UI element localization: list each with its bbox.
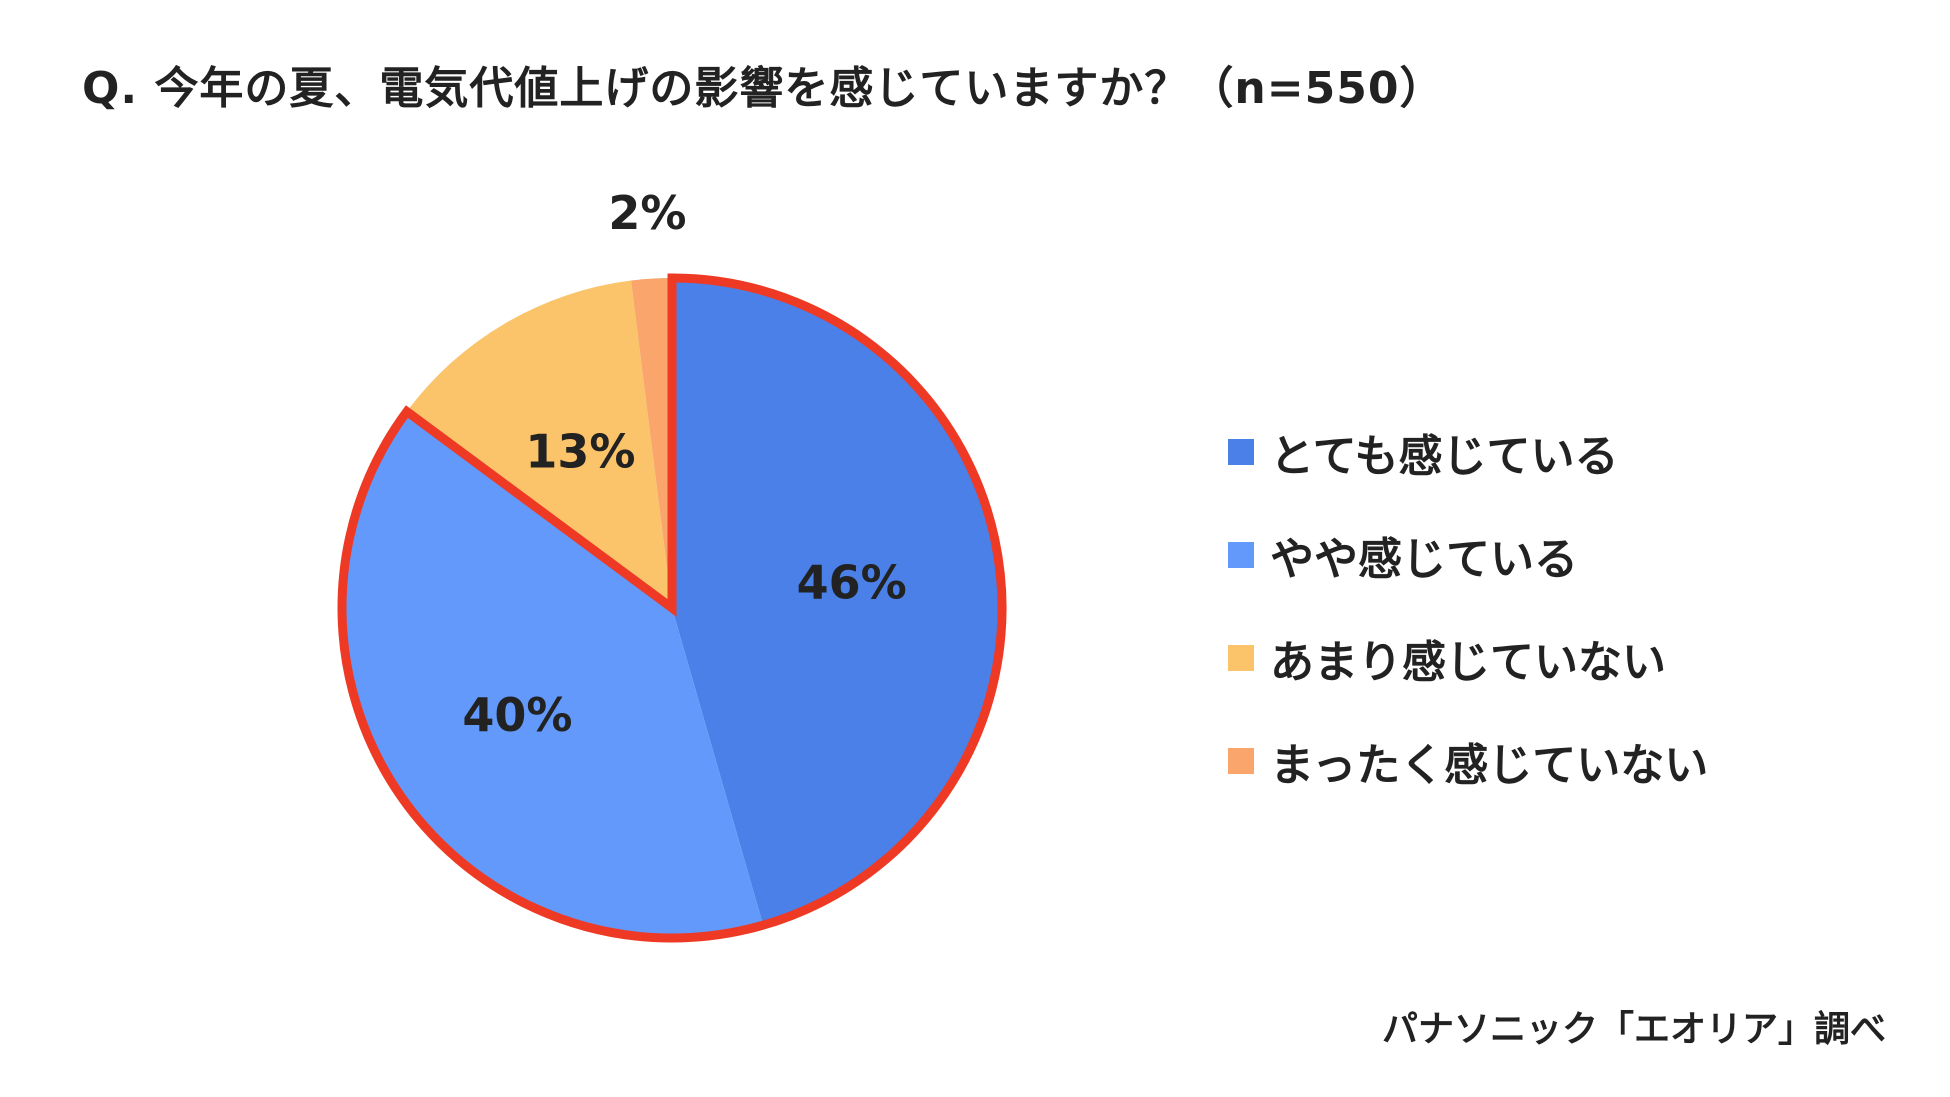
pie-slice <box>672 278 1002 926</box>
pie-slices <box>342 278 1002 938</box>
legend-item: やや感じている <box>1228 503 1708 606</box>
legend-label: まったく感じていない <box>1270 739 1709 791</box>
slice-labels: 46% 40% 13% 2% <box>462 186 906 742</box>
pie-slice <box>406 280 672 608</box>
legend-swatch <box>1228 541 1254 568</box>
legend: とても感じている やや感じている あまり感じていない まったく感じていない <box>1228 400 1708 812</box>
legend-label: とても感じている <box>1270 430 1619 482</box>
legend-item: とても感じている <box>1228 400 1708 503</box>
legend-item: まったく感じていない <box>1228 709 1708 812</box>
legend-swatch <box>1228 747 1254 774</box>
pie-slice <box>342 411 764 938</box>
highlight-outline <box>337 273 1007 943</box>
legend-label: やや感じている <box>1270 533 1578 585</box>
slice-value-label: 2% <box>608 186 686 240</box>
chart-title: Q. 今年の夏、電気代値上げの影響を感じていますか？（n=550） <box>82 63 1445 114</box>
slice-value-label: 13% <box>525 424 635 478</box>
legend-item: あまり感じていない <box>1228 606 1708 709</box>
slice-value-label: 46% <box>797 556 907 610</box>
source-note: パナソニック「エオリア」調べ <box>1381 1009 1886 1050</box>
slice-value-label: 40% <box>462 688 572 742</box>
pie-slice <box>631 278 672 608</box>
legend-label: あまり感じていない <box>1270 636 1666 688</box>
legend-swatch <box>1228 438 1254 465</box>
legend-swatch <box>1228 644 1254 671</box>
